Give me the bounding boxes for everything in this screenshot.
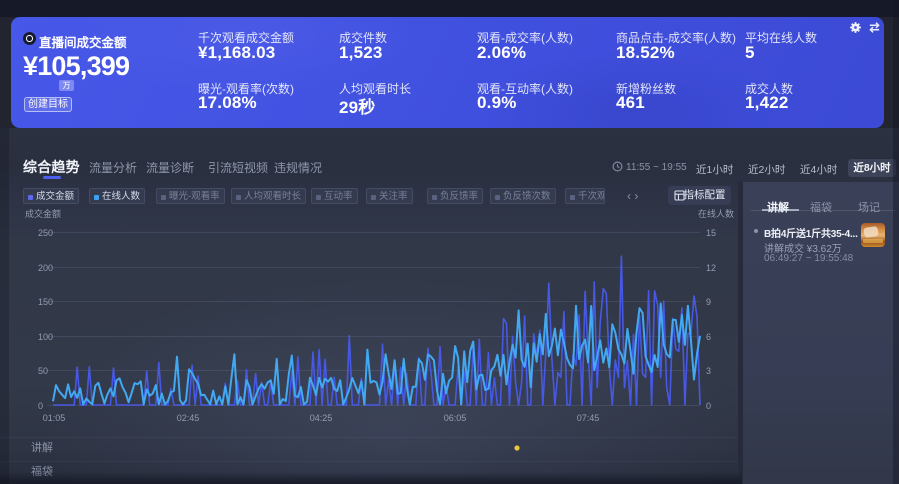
- svg-text:12: 12: [706, 263, 716, 273]
- svg-text:6: 6: [706, 332, 711, 342]
- svg-text:02:45: 02:45: [177, 413, 200, 423]
- svg-text:250: 250: [38, 228, 53, 238]
- svg-text:3: 3: [706, 366, 711, 376]
- svg-text:01:05: 01:05: [43, 413, 66, 423]
- svg-text:04:25: 04:25: [310, 413, 333, 423]
- svg-text:06:05: 06:05: [444, 413, 467, 423]
- svg-text:0: 0: [706, 401, 711, 411]
- svg-text:150: 150: [38, 297, 53, 307]
- svg-text:50: 50: [38, 366, 48, 376]
- svg-text:200: 200: [38, 263, 53, 273]
- svg-text:07:45: 07:45: [577, 413, 600, 423]
- svg-text:成交金额: 成交金额: [25, 208, 61, 219]
- svg-text:15: 15: [706, 228, 716, 238]
- svg-text:在线人数: 在线人数: [698, 208, 734, 219]
- svg-text:0: 0: [38, 401, 43, 411]
- svg-text:讲解: 讲解: [31, 440, 53, 454]
- svg-text:9: 9: [706, 297, 711, 307]
- svg-text:100: 100: [38, 332, 53, 342]
